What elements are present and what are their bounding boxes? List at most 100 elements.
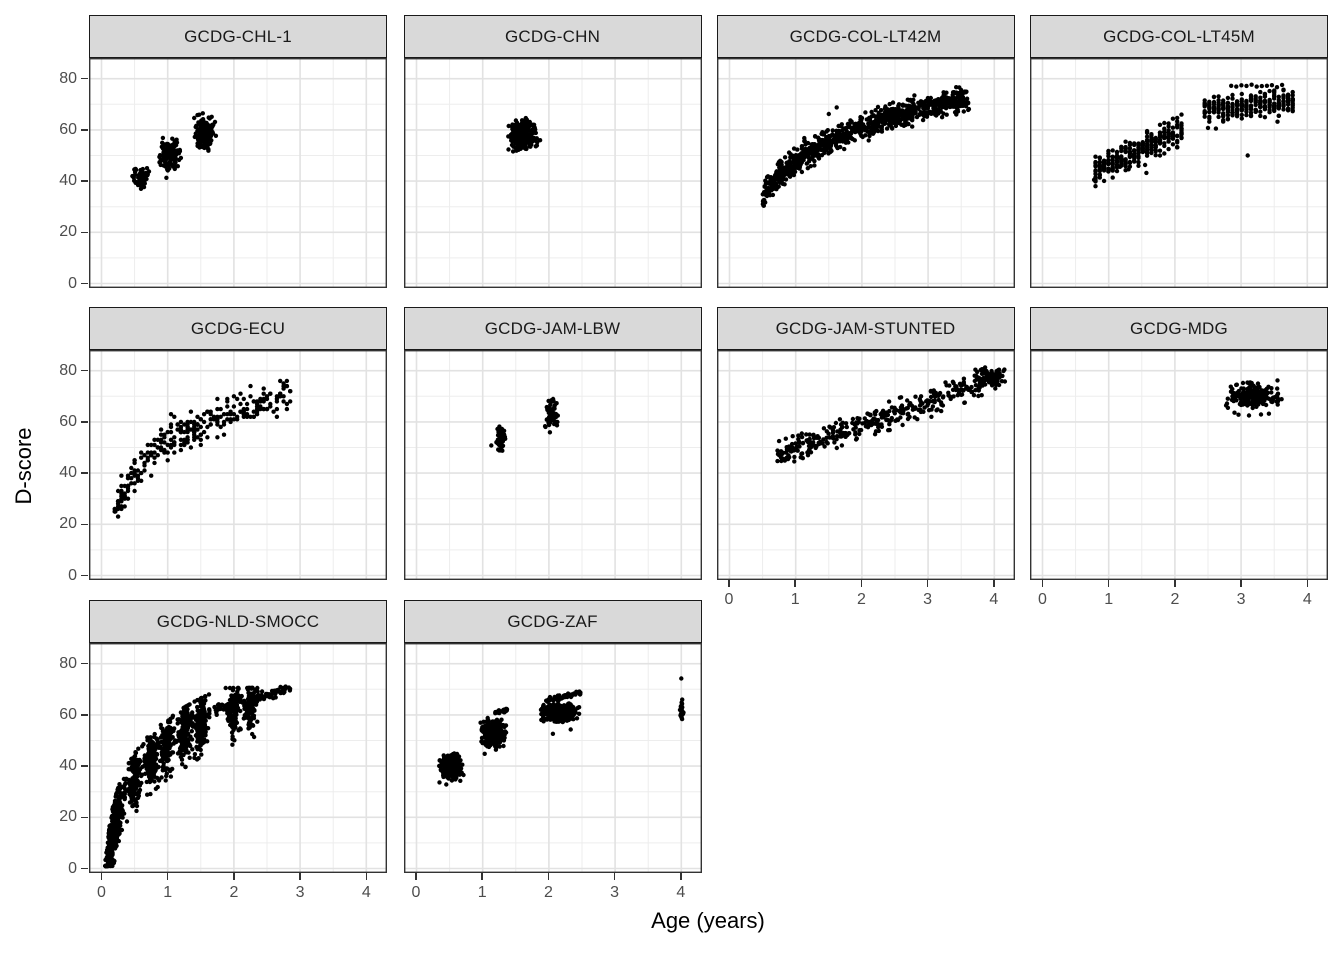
- facet-strip: GCDG-COL-LT42M: [716, 15, 1015, 58]
- x-tick-mark: [166, 873, 169, 880]
- facet-title: GCDG-JAM-STUNTED: [775, 318, 956, 338]
- x-tick-mark: [415, 873, 417, 880]
- x-tick-mark: [794, 580, 796, 587]
- facet-strip: GCDG-JAM-STUNTED: [716, 307, 1015, 350]
- y-tick-label: 60: [59, 412, 77, 430]
- facet-title: GCDG-ECU: [190, 318, 286, 338]
- y-tick-label: 80: [59, 361, 77, 379]
- x-tick-label: 3: [923, 591, 933, 608]
- x-tick-label: 2: [856, 591, 866, 608]
- facet-strip: GCDG-ECU: [89, 307, 387, 350]
- x-tick-mark: [613, 873, 616, 880]
- x-tick-label: 2: [229, 884, 239, 901]
- x-tick-label: 0: [97, 884, 106, 901]
- y-tick-label: 80: [59, 654, 77, 672]
- facet-strip: GCDG-ZAF: [403, 600, 702, 643]
- facet-title: GCDG-COL-LT42M: [789, 26, 942, 46]
- x-tick-mark: [299, 873, 301, 880]
- facet-title: GCDG-JAM-LBW: [484, 318, 621, 338]
- y-tick-label: 20: [59, 515, 77, 533]
- y-tick-label: 60: [59, 120, 77, 138]
- facet-strip: GCDG-MDG: [1030, 307, 1328, 350]
- y-axis-title: D-score: [11, 427, 36, 505]
- y-tick-mark: [81, 816, 88, 819]
- scatter-points: [1223, 378, 1284, 418]
- x-tick-label: 4: [676, 884, 686, 901]
- y-tick-label: 40: [59, 757, 77, 775]
- x-tick-label: 2: [1170, 591, 1180, 608]
- y-tick-label: 0: [68, 859, 77, 877]
- x-tick-mark: [1041, 580, 1044, 587]
- x-tick-label: 0: [1038, 591, 1047, 608]
- x-tick-mark: [481, 873, 483, 880]
- x-tick-label: 2: [543, 884, 553, 901]
- y-tick-mark: [81, 662, 88, 665]
- scatter-points: [130, 111, 219, 191]
- facet-title: GCDG-MDG: [1130, 318, 1228, 338]
- x-tick-mark: [547, 873, 550, 880]
- facet-strip: GCDG-COL-LT45M: [1030, 15, 1328, 58]
- x-tick-label: 3: [295, 884, 305, 901]
- y-tick-mark: [81, 129, 88, 131]
- y-tick-label: 0: [68, 566, 77, 584]
- x-tick-label: 1: [163, 884, 173, 901]
- scatter-points: [488, 396, 560, 453]
- facet-panel-gcdg-col-lt45m: [1030, 58, 1328, 288]
- scatter-points: [774, 365, 1007, 464]
- facet-panel-gcdg-col-lt42m: [716, 58, 1015, 288]
- x-tick-mark: [680, 873, 682, 880]
- x-tick-mark: [1107, 580, 1110, 587]
- facet-title: GCDG-COL-LT45M: [1103, 26, 1255, 46]
- x-tick-mark: [993, 580, 995, 587]
- facet-panel-gcdg-nld-smocc: [89, 643, 387, 873]
- facet-strip: GCDG-NLD-SMOCC: [89, 600, 387, 643]
- y-tick-label: 40: [59, 172, 77, 190]
- x-tick-label: 4: [1302, 591, 1312, 608]
- facet-strip: GCDG-CHN: [403, 15, 702, 58]
- facet-title: GCDG-CHN: [504, 26, 601, 46]
- facet-strip: GCDG-JAM-LBW: [403, 307, 702, 350]
- x-tick-mark: [728, 580, 730, 587]
- facet-panel-gcdg-chl-1: [89, 58, 387, 288]
- facet-panel-gcdg-jam-stunted: [716, 350, 1015, 580]
- x-tick-label: 1: [790, 591, 800, 608]
- y-tick-mark: [81, 523, 88, 526]
- scatter-points: [103, 684, 293, 869]
- y-tick-mark: [81, 472, 88, 474]
- x-tick-label: 4: [361, 884, 371, 901]
- x-tick-mark: [1174, 580, 1176, 587]
- x-tick-mark: [365, 873, 368, 880]
- y-tick-mark: [81, 231, 88, 234]
- facet-panel-gcdg-jam-lbw: [403, 350, 702, 580]
- x-tick-label: 1: [477, 884, 487, 901]
- x-tick-label: 1: [1104, 591, 1114, 608]
- y-tick-mark: [81, 714, 88, 716]
- y-tick-mark: [81, 867, 88, 870]
- x-tick-label: 0: [411, 884, 421, 901]
- y-tick-label: 20: [59, 223, 77, 241]
- y-tick-label: 80: [59, 69, 77, 87]
- x-axis-title: Age (years): [651, 908, 765, 933]
- y-tick-mark: [81, 77, 88, 80]
- y-tick-mark: [81, 369, 88, 372]
- x-tick-label: 3: [610, 884, 620, 901]
- y-tick-label: 40: [59, 464, 77, 482]
- scatter-points: [505, 115, 542, 154]
- y-tick-label: 0: [68, 274, 77, 292]
- y-tick-label: 60: [59, 705, 77, 723]
- facet-panel-gcdg-ecu: [89, 350, 387, 580]
- y-tick-mark: [81, 421, 88, 423]
- y-tick-mark: [81, 765, 88, 767]
- x-tick-mark: [860, 580, 863, 587]
- x-tick-mark: [100, 873, 103, 880]
- facet-title: GCDG-CHL-1: [184, 26, 292, 46]
- scatter-points: [760, 85, 971, 208]
- x-tick-mark: [233, 873, 235, 880]
- facet-strip: GCDG-CHL-1: [89, 15, 387, 58]
- y-tick-mark: [81, 574, 88, 577]
- x-tick-label: 3: [1236, 591, 1246, 608]
- facet-panel-gcdg-chn: [403, 58, 702, 288]
- y-tick-mark: [81, 282, 88, 285]
- y-tick-mark: [81, 180, 88, 182]
